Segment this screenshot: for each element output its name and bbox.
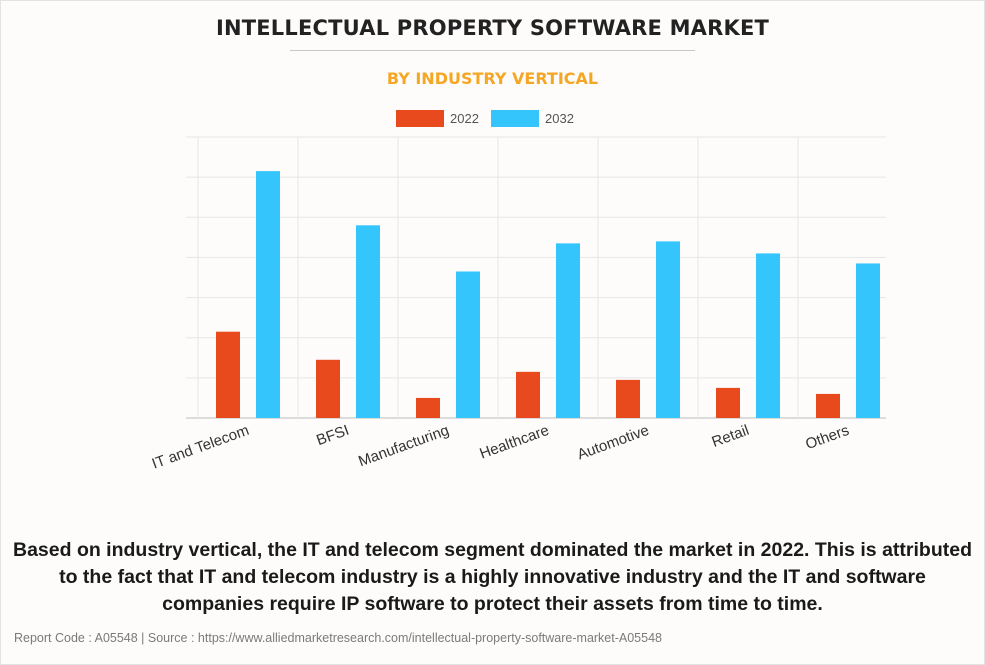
x-tick-label: BFSI [314, 422, 351, 449]
summary-text: Based on industry vertical, the IT and t… [13, 539, 972, 615]
x-tick-label: Manufacturing [356, 422, 451, 470]
bar-2022 [516, 371, 540, 418]
bar-2032 [556, 243, 580, 418]
bar-2032 [656, 241, 680, 418]
legend-label-2022: 2022 [450, 111, 479, 126]
bar-2022 [216, 331, 240, 418]
x-tick-label: Retail [710, 422, 752, 451]
bar-2032 [256, 171, 280, 418]
bar-2022 [416, 397, 440, 418]
bar-chart: IT and Telecom BFSI Manufacturing Healthcar… [150, 110, 886, 473]
chart-title: INTELLECTUAL PROPERTY SOFTWARE MARKET [215, 16, 770, 40]
legend-label-2032: 2032 [545, 111, 574, 126]
bar-2032 [856, 263, 880, 418]
chart-subtitle: BY INDUSTRY VERTICAL [386, 69, 599, 88]
bar-2032 [356, 225, 380, 418]
x-tick-label: Healthcare [477, 422, 551, 463]
bar-2032 [456, 271, 480, 418]
title-divider [290, 50, 695, 51]
x-tick-label: IT and Telecom [150, 422, 252, 473]
source-footer: Report Code : A05548 | Source : https://… [14, 631, 662, 645]
legend-swatch-2032 [491, 110, 539, 127]
x-tick-label: Automotive [575, 422, 651, 464]
bar-2022 [316, 359, 340, 418]
bar-2022 [716, 387, 740, 418]
x-tick-label: Others [803, 422, 851, 453]
bar-2032 [756, 253, 780, 418]
legend-swatch-2022 [396, 110, 444, 127]
bar-2022 [816, 393, 840, 418]
bar-2022 [616, 379, 640, 418]
